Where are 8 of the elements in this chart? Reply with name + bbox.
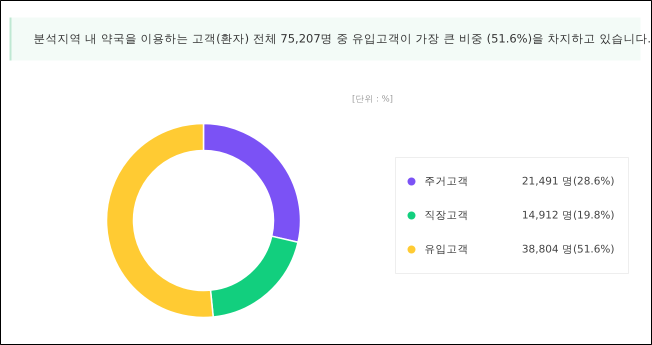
data-label: 14,912 명(19.8%) (522, 210, 615, 222)
text: [단위 : %] (352, 94, 393, 104)
legend-label: 주거고객 (424, 176, 468, 188)
data-label: 38,804 명(51.6%) (522, 244, 615, 256)
chart-title: 분석지역 내 약국을 이용하는 고객(환자) 전체 75,207명 중 유입고객이 가장 큰 비중 (51.6%)을 차지하고 있습니다. (34, 32, 652, 46)
data-label: 21,491 명(28.6%) (522, 176, 615, 188)
legend-label: 직장고객 (424, 210, 468, 222)
legend-label: 유입고객 (424, 244, 468, 256)
